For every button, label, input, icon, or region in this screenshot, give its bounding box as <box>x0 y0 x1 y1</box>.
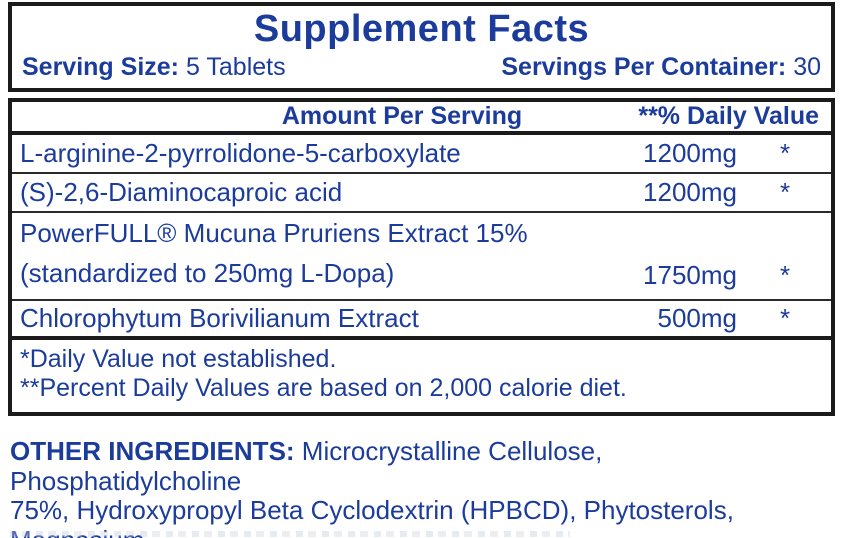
ingredient-name: (S)-2,6-Diaminocaproic acid <box>20 177 343 207</box>
ingredient-daily-value: * <box>779 260 791 290</box>
table-header-row: Amount Per Serving **% Daily Value <box>12 101 831 135</box>
ingredient-amount: 1200mg <box>643 138 737 168</box>
ingredient-name: PowerFULL® Mucuna Pruriens Extract 15% (… <box>20 213 627 293</box>
serving-size-value: 5 Tablets <box>186 53 286 81</box>
ingredient-name-line2: (standardized to 250mg L-Dopa) <box>20 258 395 288</box>
daily-value-header: **% Daily Value <box>638 101 819 130</box>
servings-per-container-label: Servings Per Container: <box>501 53 787 81</box>
footnote-percent-daily-values: **Percent Daily Values are based on 2,00… <box>20 374 627 402</box>
other-ingredients-line2: 75%, Hydroxypropyl Beta Cyclodextrin (HP… <box>10 495 734 538</box>
ingredient-amount: 1750mg <box>643 260 737 290</box>
ingredient-daily-value: * <box>779 177 791 207</box>
title-box: Supplement Facts Serving Size: 5 Tablets … <box>8 2 835 92</box>
table-row: (S)-2,6-Diaminocaproic acid 1200mg * <box>12 174 831 213</box>
table-row: Chlorophytum Borivilianum Extract 500mg … <box>12 301 831 340</box>
other-ingredients: OTHER INGREDIENTS: Microcrystalline Cell… <box>8 436 835 538</box>
footnotes: *Daily Value not established. **Percent … <box>12 340 831 412</box>
other-ingredients-line1: OTHER INGREDIENTS: Microcrystalline Cell… <box>10 436 833 496</box>
footnote-daily-value: *Daily Value not established. <box>20 345 337 373</box>
ingredient-daily-value: * <box>779 138 791 168</box>
serving-info-row: Serving Size: 5 Tablets Servings Per Cont… <box>20 52 823 82</box>
serving-size: Serving Size: 5 Tablets <box>22 52 286 82</box>
amount-per-serving-header: Amount Per Serving <box>281 101 523 130</box>
ingredient-name: L-arginine-2-pyrrolidone-5-carboxylate <box>20 138 461 168</box>
ingredient-amount: 500mg <box>657 303 738 333</box>
serving-size-label: Serving Size: <box>22 53 179 81</box>
ingredient-amount: 1200mg <box>643 177 737 207</box>
ingredient-name: Chlorophytum Borivilianum Extract <box>20 303 419 333</box>
servings-per-container: Servings Per Container: 30 <box>501 52 821 82</box>
ingredient-name-line1: PowerFULL® Mucuna Pruriens Extract 15% <box>20 218 528 248</box>
other-ingredients-label: OTHER INGREDIENTS: <box>10 436 295 466</box>
nutrition-table: Amount Per Serving **% Daily Value L-arg… <box>8 98 835 416</box>
table-row: PowerFULL® Mucuna Pruriens Extract 15% (… <box>12 213 831 301</box>
other-ingredients-text-line1: Microcrystalline Cellulose, Phosphatidyl… <box>10 436 603 496</box>
ingredient-daily-value: * <box>779 303 791 333</box>
cut-off-text-line <box>10 531 570 537</box>
label-title: Supplement Facts <box>253 8 590 50</box>
servings-per-container-value: 30 <box>793 53 821 81</box>
table-row: L-arginine-2-pyrrolidone-5-carboxylate 1… <box>12 135 831 174</box>
